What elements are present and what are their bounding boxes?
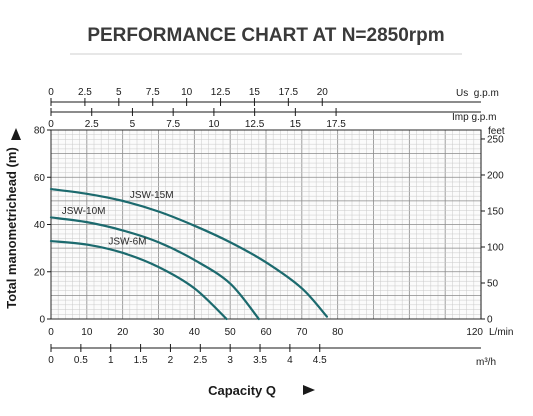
top-axis-us-tick-label: 5	[116, 87, 122, 98]
x-axis-tick-label: 30	[153, 327, 165, 338]
y-axis-tick-label: 60	[34, 173, 46, 184]
series-line-jsw-6m	[49, 239, 228, 321]
bottom-axis-m3h-unit: m³/h	[476, 357, 496, 368]
bottom-axis-m3h-tick-label: 1.5	[134, 355, 148, 366]
bottom-axis-m3h-tick-label: 2.5	[193, 355, 207, 366]
series-lines	[49, 187, 329, 321]
top-axis-imp-tick-label: 15	[290, 119, 302, 130]
bottom-axis-m3h-tick-label: 4	[287, 355, 293, 366]
top-axis-imp-tick-label: 12.5	[245, 119, 265, 130]
top-axis-imp-unit: Imp g.p.m	[452, 112, 496, 123]
top-axis-us-tick-label: 15	[249, 87, 261, 98]
top-axis-imp-tick-label: 5	[130, 119, 136, 130]
bottom-axis-m3h-tick-label: 2	[168, 355, 174, 366]
right-axis-tick-label: 0	[487, 315, 493, 326]
x-axis-tick-label: 10	[81, 327, 93, 338]
x-axis-title: Capacity Q	[208, 383, 276, 398]
x-axis-arrow-icon	[303, 385, 315, 395]
bottom-axis-m3h-tick-label: 1	[108, 355, 114, 366]
x-axis-tick-label: 120	[466, 327, 483, 338]
chart-title: PERFORMANCE CHART AT N=2850rpm	[87, 25, 444, 46]
y-axis-tick-label: 0	[39, 315, 45, 326]
right-axis-tick-label: 50	[487, 278, 499, 289]
series-line-jsw-10m	[49, 216, 260, 321]
x-axis-tick-label: 80	[332, 327, 344, 338]
x-axis-tick-label: 40	[189, 327, 201, 338]
bottom-axis-m3h-tick-label: 3	[227, 355, 233, 366]
y-axis-tick-label: 80	[34, 126, 46, 137]
top-axis-us-tick-label: 0	[48, 87, 54, 98]
top-axis-us-tick-label: 17.5	[279, 87, 299, 98]
series-label-jsw-15m: JSW-15M	[130, 190, 174, 201]
top-axis-us-tick-label: 10	[181, 87, 193, 98]
grid	[50, 129, 482, 320]
top-axis-us-tick-label: 20	[317, 87, 329, 98]
x-axis-tick-label: 70	[296, 327, 308, 338]
y-axis-tick-label: 40	[34, 220, 46, 231]
top-axis-us-tick-label: 7.5	[146, 87, 160, 98]
top-axis-us-tick-label: 2.5	[78, 87, 92, 98]
x-axis-tick-label: 0	[48, 327, 54, 338]
y-axis-title: Total manometrichead (m)	[4, 147, 19, 309]
series-label-jsw-10m: JSW-10M	[62, 206, 106, 217]
top-axis-us-tick-label: 12.5	[211, 87, 231, 98]
top-axis-imp-tick-label: 2.5	[85, 119, 99, 130]
right-axis-tick-label: 100	[487, 242, 504, 253]
right-axis-tick-label: 150	[487, 206, 504, 217]
right-axis-unit: feet	[488, 126, 505, 137]
y-axis-tick-label: 20	[34, 267, 46, 278]
bottom-axis-m3h-tick-label: 0	[48, 355, 54, 366]
top-axis-imp-tick-label: 17.5	[326, 119, 346, 130]
top-axis-imp-tick-label: 10	[208, 119, 220, 130]
top-axis-imp-tick-label: 0	[48, 119, 54, 130]
right-axis-tick-label: 200	[487, 170, 504, 181]
series-line-jsw-15m	[49, 187, 329, 318]
x-axis-tick-label: 50	[225, 327, 237, 338]
x-axis-unit: L/min	[489, 327, 513, 338]
top-axis-us-unit: Us g.p.m	[456, 88, 499, 99]
bottom-axis-m3h-tick-label: 4.5	[313, 355, 327, 366]
bottom-axis-m3h-tick-label: 3.5	[253, 355, 267, 366]
series-label-jsw-6m: JSW-6M	[108, 237, 146, 248]
right-axis-tick-label: 250	[487, 134, 504, 145]
y-axis-arrow-icon	[11, 128, 21, 140]
top-axis-imp-tick-label: 7.5	[166, 119, 180, 130]
y-axis-title-text: Total manometrichead (m)	[4, 147, 19, 309]
series-labels: JSW-15M JSW-10M JSW-6M	[62, 190, 174, 248]
x-axis-tick-label: 60	[260, 327, 272, 338]
x-axis-tick-label: 20	[117, 327, 129, 338]
bottom-axis-m3h-tick-label: 0.5	[74, 355, 88, 366]
